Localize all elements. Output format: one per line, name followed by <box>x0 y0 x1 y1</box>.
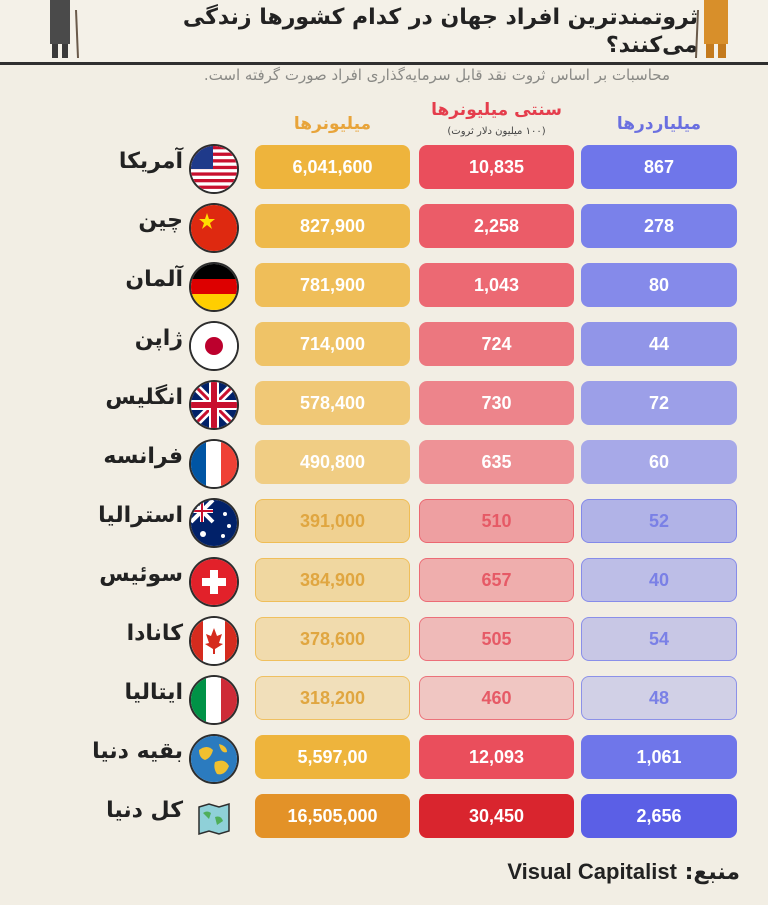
table-row: 714,000 724 44 ژاپن <box>0 322 768 370</box>
table-row: 578,400 730 72 انگلیس <box>0 381 768 429</box>
millionaires-value: 781,900 <box>255 263 410 307</box>
centimillionaires-value: 1,043 <box>419 263 574 307</box>
header-centimillionaires: سنتی میلیونرها <box>431 100 562 120</box>
millionaires-value: 384,900 <box>255 558 410 602</box>
businessman-icon <box>50 0 79 59</box>
centimillionaires-value: 460 <box>419 676 574 720</box>
page-title: ثروتمندترین افراد جهان در کدام کشورها زن… <box>182 5 698 58</box>
country-name: چین <box>138 208 183 233</box>
billionaires-value: 867 <box>581 145 737 189</box>
country-name: کانادا <box>126 621 183 646</box>
germany-flag-icon <box>191 264 237 310</box>
table-row: 16,505,000 30,450 2,656 کل دنیا <box>0 794 768 842</box>
billionaires-value: 1,061 <box>581 735 737 779</box>
billionaires-value: 80 <box>581 263 737 307</box>
table-row: 391,000 510 52 استرالیا <box>0 499 768 547</box>
table-row: 5,597,00 12,093 1,061 بقیه دنیا <box>0 735 768 783</box>
centimillionaires-value: 10,835 <box>419 145 574 189</box>
china-flag-icon <box>191 205 237 251</box>
businessman-icon <box>695 0 728 59</box>
centimillionaires-value: 505 <box>419 617 574 661</box>
country-name: فرانسه <box>103 444 183 469</box>
millionaires-value: 16,505,000 <box>255 794 410 838</box>
table-row: 318,200 460 48 ایتالیا <box>0 676 768 724</box>
centimillionaires-value: 2,258 <box>419 204 574 248</box>
centimillionaires-value: 12,093 <box>419 735 574 779</box>
table-row: 827,900 2,258 278 چین <box>0 204 768 252</box>
italy-flag-icon <box>191 677 237 723</box>
country-name: استرالیا <box>98 503 183 528</box>
subtitle: محاسبات بر اساس ثروت نقد قابل سرمایه‌گذا… <box>203 66 670 84</box>
millionaires-value: 578,400 <box>255 381 410 425</box>
country-name: آمریکا <box>118 149 183 174</box>
source-name: Visual Capitalist <box>507 859 677 884</box>
centimillionaires-value: 30,450 <box>419 794 574 838</box>
japan-flag-icon <box>191 323 237 369</box>
billionaires-value: 60 <box>581 440 737 484</box>
millionaires-value: 6,041,600 <box>255 145 410 189</box>
billionaires-value: 48 <box>581 676 737 720</box>
centimillionaires-value: 635 <box>419 440 574 484</box>
table-row: 384,900 657 40 سوئیس <box>0 558 768 606</box>
millionaires-value: 827,900 <box>255 204 410 248</box>
france-flag-icon <box>191 441 237 487</box>
country-name: ژاپن <box>134 326 183 351</box>
canada-flag-icon <box>191 618 237 664</box>
australia-flag-icon <box>191 500 237 546</box>
world-map-icon <box>191 795 237 841</box>
source-line: منبع: Visual Capitalist <box>430 859 740 885</box>
country-name: سوئیس <box>99 562 183 587</box>
billionaires-value: 40 <box>581 558 737 602</box>
us-flag-icon <box>191 146 237 192</box>
globe-icon <box>191 736 237 782</box>
source-label: منبع: <box>684 860 740 885</box>
millionaires-value: 391,000 <box>255 499 410 543</box>
centimillionaires-value: 724 <box>419 322 574 366</box>
header-billionaires: میلیاردرها <box>616 114 702 134</box>
switzerland-flag-icon <box>191 559 237 605</box>
centimillionaires-value: 510 <box>419 499 574 543</box>
country-name: بقیه دنیا <box>92 739 183 764</box>
country-name: ایتالیا <box>124 680 183 705</box>
uk-flag-icon <box>191 382 237 428</box>
billionaires-value: 2,656 <box>581 794 737 838</box>
header-centimillionaires-note: (۱۰۰ میلیون دلار ثروت) <box>447 126 546 137</box>
millionaires-value: 378,600 <box>255 617 410 661</box>
header-millionaires: میلیونرها <box>293 114 372 134</box>
billionaires-value: 44 <box>581 322 737 366</box>
table-row: 6,041,600 10,835 867 آمریکا <box>0 145 768 193</box>
country-name: آلمان <box>125 267 183 292</box>
billionaires-value: 72 <box>581 381 737 425</box>
country-name: انگلیس <box>105 385 183 410</box>
centimillionaires-value: 657 <box>419 558 574 602</box>
millionaires-value: 5,597,00 <box>255 735 410 779</box>
billionaires-value: 278 <box>581 204 737 248</box>
table-row: 490,800 635 60 فرانسه <box>0 440 768 488</box>
billionaires-value: 52 <box>581 499 737 543</box>
title-bar: ثروتمندترین افراد جهان در کدام کشورها زن… <box>0 0 768 65</box>
table-row: 378,600 505 54 کانادا <box>0 617 768 665</box>
millionaires-value: 490,800 <box>255 440 410 484</box>
centimillionaires-value: 730 <box>419 381 574 425</box>
millionaires-value: 714,000 <box>255 322 410 366</box>
table-row: 781,900 1,043 80 آلمان <box>0 263 768 311</box>
billionaires-value: 54 <box>581 617 737 661</box>
millionaires-value: 318,200 <box>255 676 410 720</box>
country-name: کل دنیا <box>106 798 183 823</box>
